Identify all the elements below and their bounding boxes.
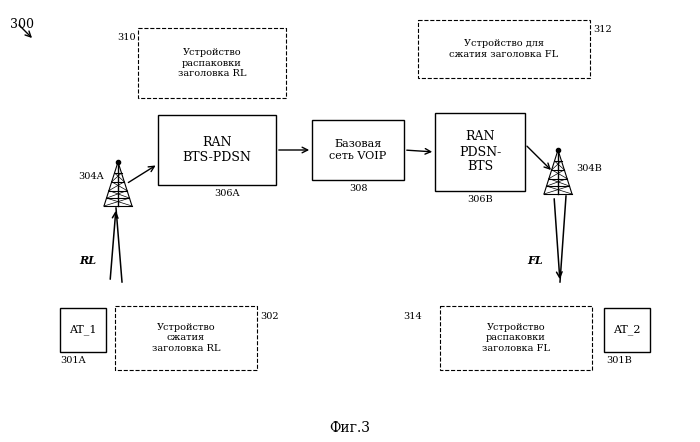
Text: Фиг.3: Фиг.3 xyxy=(330,421,370,435)
Text: 308: 308 xyxy=(349,184,368,193)
Text: RAN
BTS-PDSN: RAN BTS-PDSN xyxy=(183,136,251,164)
Text: 301B: 301B xyxy=(606,356,632,365)
Bar xyxy=(604,308,650,352)
Bar xyxy=(418,20,590,78)
Text: 304B: 304B xyxy=(576,164,602,173)
Text: 306A: 306A xyxy=(214,189,239,198)
Text: 306B: 306B xyxy=(467,195,493,204)
Text: 300: 300 xyxy=(10,18,34,31)
Text: Устройство
распаковки
заголовка RL: Устройство распаковки заголовка RL xyxy=(178,48,246,78)
Text: 301A: 301A xyxy=(60,356,85,365)
Bar xyxy=(138,28,286,98)
Text: Базовая
сеть VOIP: Базовая сеть VOIP xyxy=(330,139,386,161)
Text: Устройство для
сжатия заголовка FL: Устройство для сжатия заголовка FL xyxy=(449,39,559,59)
Bar xyxy=(115,306,257,370)
Text: FL: FL xyxy=(527,255,543,266)
Text: RAN
PDSN-
BTS: RAN PDSN- BTS xyxy=(459,130,501,174)
Text: 302: 302 xyxy=(260,312,279,321)
Bar xyxy=(60,308,106,352)
Text: RL: RL xyxy=(79,255,96,266)
Text: 310: 310 xyxy=(118,33,136,42)
Bar xyxy=(435,113,525,191)
Bar xyxy=(312,120,404,180)
Bar xyxy=(158,115,276,185)
Bar xyxy=(440,306,592,370)
Text: Устройство
сжатия
заголовка RL: Устройство сжатия заголовка RL xyxy=(152,323,220,353)
Text: 314: 314 xyxy=(403,312,422,321)
Text: 304A: 304A xyxy=(78,172,104,181)
Text: AT_2: AT_2 xyxy=(613,324,641,335)
Text: 312: 312 xyxy=(593,25,612,34)
Text: AT_1: AT_1 xyxy=(69,324,97,335)
Text: Устройство
распаковки
заголовка FL: Устройство распаковки заголовка FL xyxy=(482,323,550,353)
